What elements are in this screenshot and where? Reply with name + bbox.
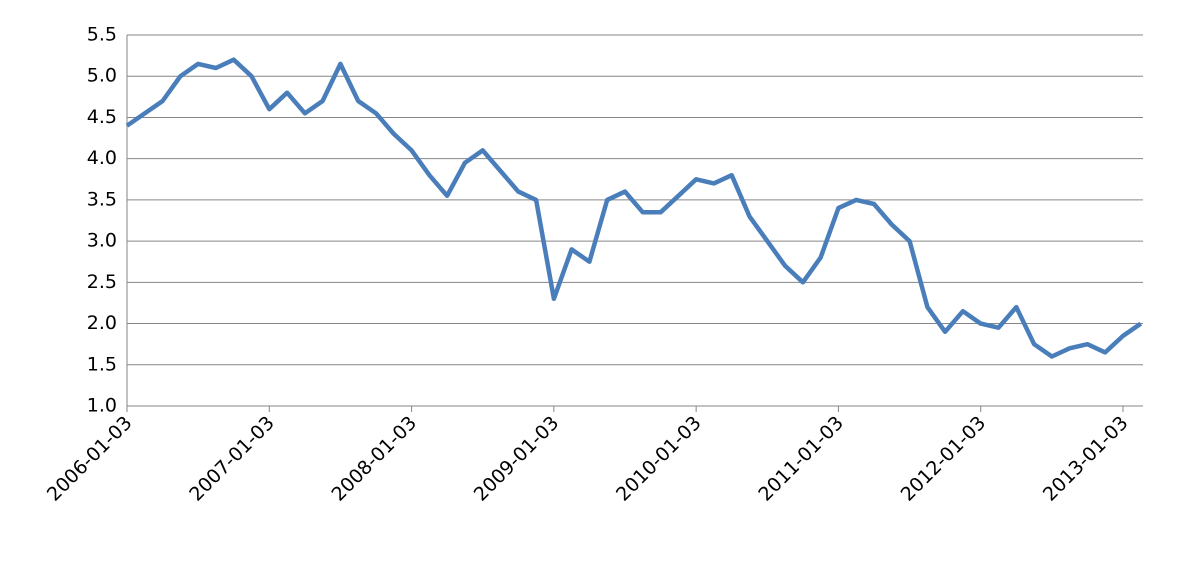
y-tick-label: 5.0 (87, 65, 117, 87)
y-tick-label: 3.0 (87, 230, 117, 252)
y-tick-label: 2.5 (87, 271, 117, 293)
x-tick-label: 2012-01-03 (897, 412, 991, 506)
x-tick-label: 2011-01-03 (754, 412, 848, 506)
x-tick-label: 2006-01-03 (43, 412, 137, 506)
y-tick-label: 4.0 (87, 147, 117, 169)
x-tick-label: 2013-01-03 (1039, 412, 1133, 506)
x-tick-label: 2008-01-03 (327, 412, 421, 506)
x-tick-label: 2010-01-03 (612, 412, 706, 506)
y-tick-label: 2.0 (87, 312, 117, 334)
x-tick-label: 2009-01-03 (470, 412, 564, 506)
y-tick-label: 1.0 (87, 395, 117, 417)
y-tick-label: 4.5 (87, 106, 117, 128)
data-line (125, 57, 1143, 359)
x-tick-label: 2007-01-03 (185, 412, 279, 506)
y-tick-label: 1.5 (87, 353, 117, 375)
y-tick-label: 5.5 (87, 24, 117, 46)
y-tick-label: 3.5 (87, 188, 117, 210)
